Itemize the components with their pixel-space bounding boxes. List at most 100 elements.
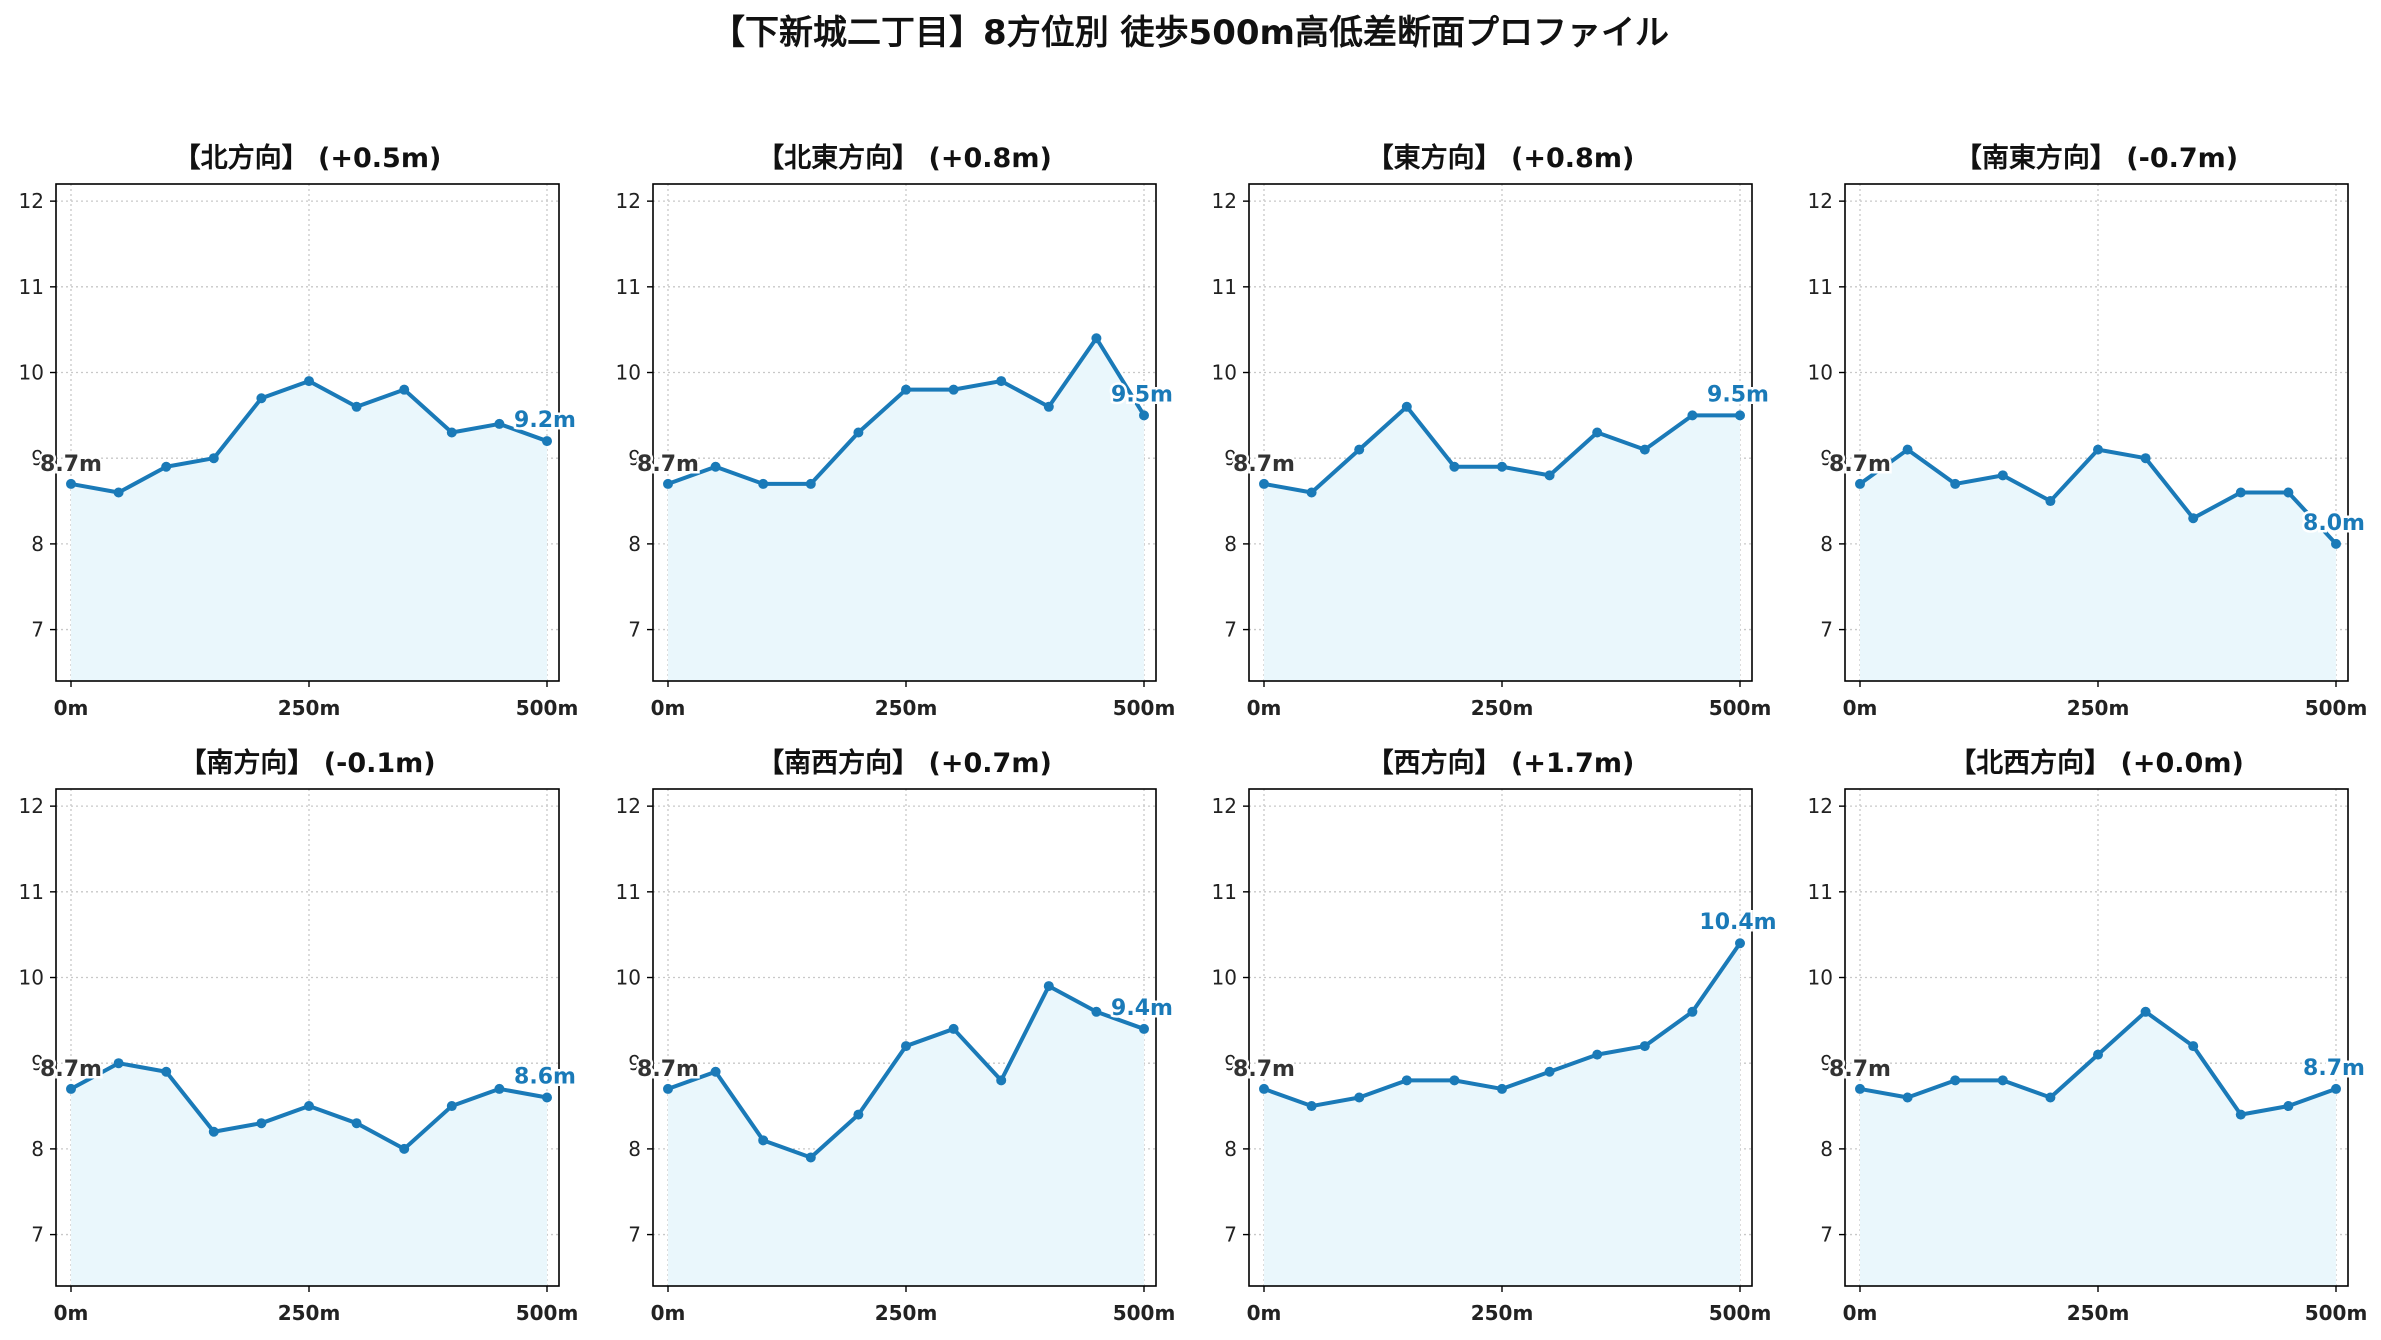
panel-title: 【東方向】 (+0.8m) xyxy=(1367,142,1635,174)
y-tick-label: 11 xyxy=(616,275,641,299)
panel-title: 【北東方向】 (+0.8m) xyxy=(757,142,1052,174)
data-point xyxy=(1997,1075,2008,1086)
data-point xyxy=(542,436,552,447)
y-tick-label: 8 xyxy=(31,1137,44,1161)
panel: 【北東方向】 (+0.8m) 7 8 9 10 11 12 0m 250m 500m 8.7m 9.5… xyxy=(616,142,1176,720)
x-tick-label: 500m xyxy=(2305,696,2368,720)
data-point xyxy=(1401,401,1412,412)
y-tick-label: 7 xyxy=(628,618,641,642)
data-point xyxy=(710,1066,721,1077)
x-tick-label: 500m xyxy=(516,1301,579,1325)
x-tick-label: 250m xyxy=(875,696,938,720)
x-tick-label: 250m xyxy=(2067,1301,2130,1325)
start-value-label: 8.7m xyxy=(1233,1057,1295,1082)
data-point xyxy=(853,427,864,438)
x-tick-label: 0m xyxy=(1247,1301,1282,1325)
y-tick-label: 7 xyxy=(628,1223,641,1247)
data-point xyxy=(663,478,673,489)
data-point xyxy=(2283,487,2294,498)
panel: 【北西方向】 (+0.0m) 7 8 9 10 11 12 0m 250m 500m 8.7m 8.7… xyxy=(1808,747,2368,1325)
y-tick-label: 7 xyxy=(1224,618,1237,642)
axes-frame xyxy=(1248,788,1753,1287)
data-point xyxy=(351,401,362,412)
y-tick-label: 7 xyxy=(1820,618,1833,642)
x-tick-label: 500m xyxy=(1113,1301,1176,1325)
data-point xyxy=(2045,1092,2056,1103)
y-tick-label: 9 xyxy=(628,446,641,470)
data-point xyxy=(1902,444,1913,455)
data-point xyxy=(901,1041,911,1052)
data-point xyxy=(1043,401,1054,412)
data-point xyxy=(2140,1006,2151,1017)
x-tick-label: 0m xyxy=(651,1301,686,1325)
data-point xyxy=(2045,496,2056,507)
y-tick-label: 10 xyxy=(616,361,641,385)
figure-title: 【下新城二丁目】8方位別 徒歩500m高低差断面プロファイル xyxy=(711,13,1669,53)
data-point xyxy=(1855,478,1865,489)
y-tick-label: 10 xyxy=(19,361,44,385)
data-point xyxy=(2235,487,2246,498)
data-point xyxy=(1950,1075,1961,1086)
end-value-label: 9.5m xyxy=(1707,382,1769,407)
data-point xyxy=(948,384,959,395)
data-point xyxy=(304,1101,314,1112)
y-tick-label: 8 xyxy=(628,532,641,556)
x-tick-label: 250m xyxy=(278,696,341,720)
panel: 【南方向】 (-0.1m) 7 8 9 10 11 12 0m 250m 500m 8.7m 8.6m xyxy=(19,747,579,1325)
data-point xyxy=(1139,1023,1149,1034)
y-tick-label: 7 xyxy=(1820,1223,1833,1247)
y-tick-label: 11 xyxy=(616,880,641,904)
data-point xyxy=(66,1083,76,1094)
y-tick-label: 9 xyxy=(1224,446,1237,470)
data-point xyxy=(1687,1006,1698,1017)
data-point xyxy=(1639,1041,1650,1052)
data-point xyxy=(208,1126,219,1137)
data-point xyxy=(710,461,721,472)
panel: 【南西方向】 (+0.7m) 7 8 9 10 11 12 0m 250m 500m 8.7m 9.4… xyxy=(616,747,1176,1325)
data-point xyxy=(161,1066,172,1077)
x-tick-label: 250m xyxy=(875,1301,938,1325)
y-tick-label: 9 xyxy=(31,1051,44,1075)
y-tick-label: 10 xyxy=(1808,361,1833,385)
area-fill xyxy=(668,986,1144,1286)
data-point xyxy=(351,1118,362,1129)
end-value-label: 8.6m xyxy=(514,1064,576,1089)
panel: 【西方向】 (+1.7m) 7 8 9 10 11 12 0m 250m 500m 8.7m 10.4… xyxy=(1212,747,1780,1325)
data-point xyxy=(663,1083,673,1094)
start-value-label: 8.7m xyxy=(637,1057,699,1082)
y-tick-label: 10 xyxy=(616,966,641,990)
y-tick-label: 12 xyxy=(19,794,44,818)
y-tick-label: 7 xyxy=(31,1223,44,1247)
area-fill xyxy=(1264,406,1740,681)
y-tick-label: 12 xyxy=(616,189,641,213)
data-point xyxy=(1497,1083,1507,1094)
data-point xyxy=(1306,487,1317,498)
data-point xyxy=(2188,513,2199,524)
y-tick-label: 9 xyxy=(1820,446,1833,470)
y-tick-label: 9 xyxy=(1224,1051,1237,1075)
x-tick-label: 500m xyxy=(1709,696,1772,720)
data-point xyxy=(1354,444,1365,455)
axes-frame xyxy=(1248,183,1753,682)
axes-frame xyxy=(652,788,1157,1287)
x-tick-label: 500m xyxy=(1709,1301,1772,1325)
data-point xyxy=(2093,444,2103,455)
y-tick-label: 10 xyxy=(1212,966,1237,990)
area-fill xyxy=(71,381,547,681)
data-point xyxy=(161,461,172,472)
data-point xyxy=(113,1058,124,1069)
y-tick-label: 8 xyxy=(1224,532,1237,556)
y-tick-label: 10 xyxy=(19,966,44,990)
start-value-label: 8.7m xyxy=(40,1057,102,1082)
data-point xyxy=(446,1101,457,1112)
data-point xyxy=(1449,1075,1460,1086)
axes-frame xyxy=(1844,788,2349,1287)
panel: 【南東方向】 (-0.7m) 7 8 9 10 11 12 0m 250m 500m 8.7m 8.0… xyxy=(1808,142,2368,720)
data-point xyxy=(494,418,505,429)
data-point xyxy=(1449,461,1460,472)
panel-title: 【南方向】 (-0.1m) xyxy=(179,747,435,779)
area-fill xyxy=(668,338,1144,681)
y-tick-label: 12 xyxy=(19,189,44,213)
data-point xyxy=(1544,470,1555,481)
y-tick-label: 8 xyxy=(1820,532,1833,556)
